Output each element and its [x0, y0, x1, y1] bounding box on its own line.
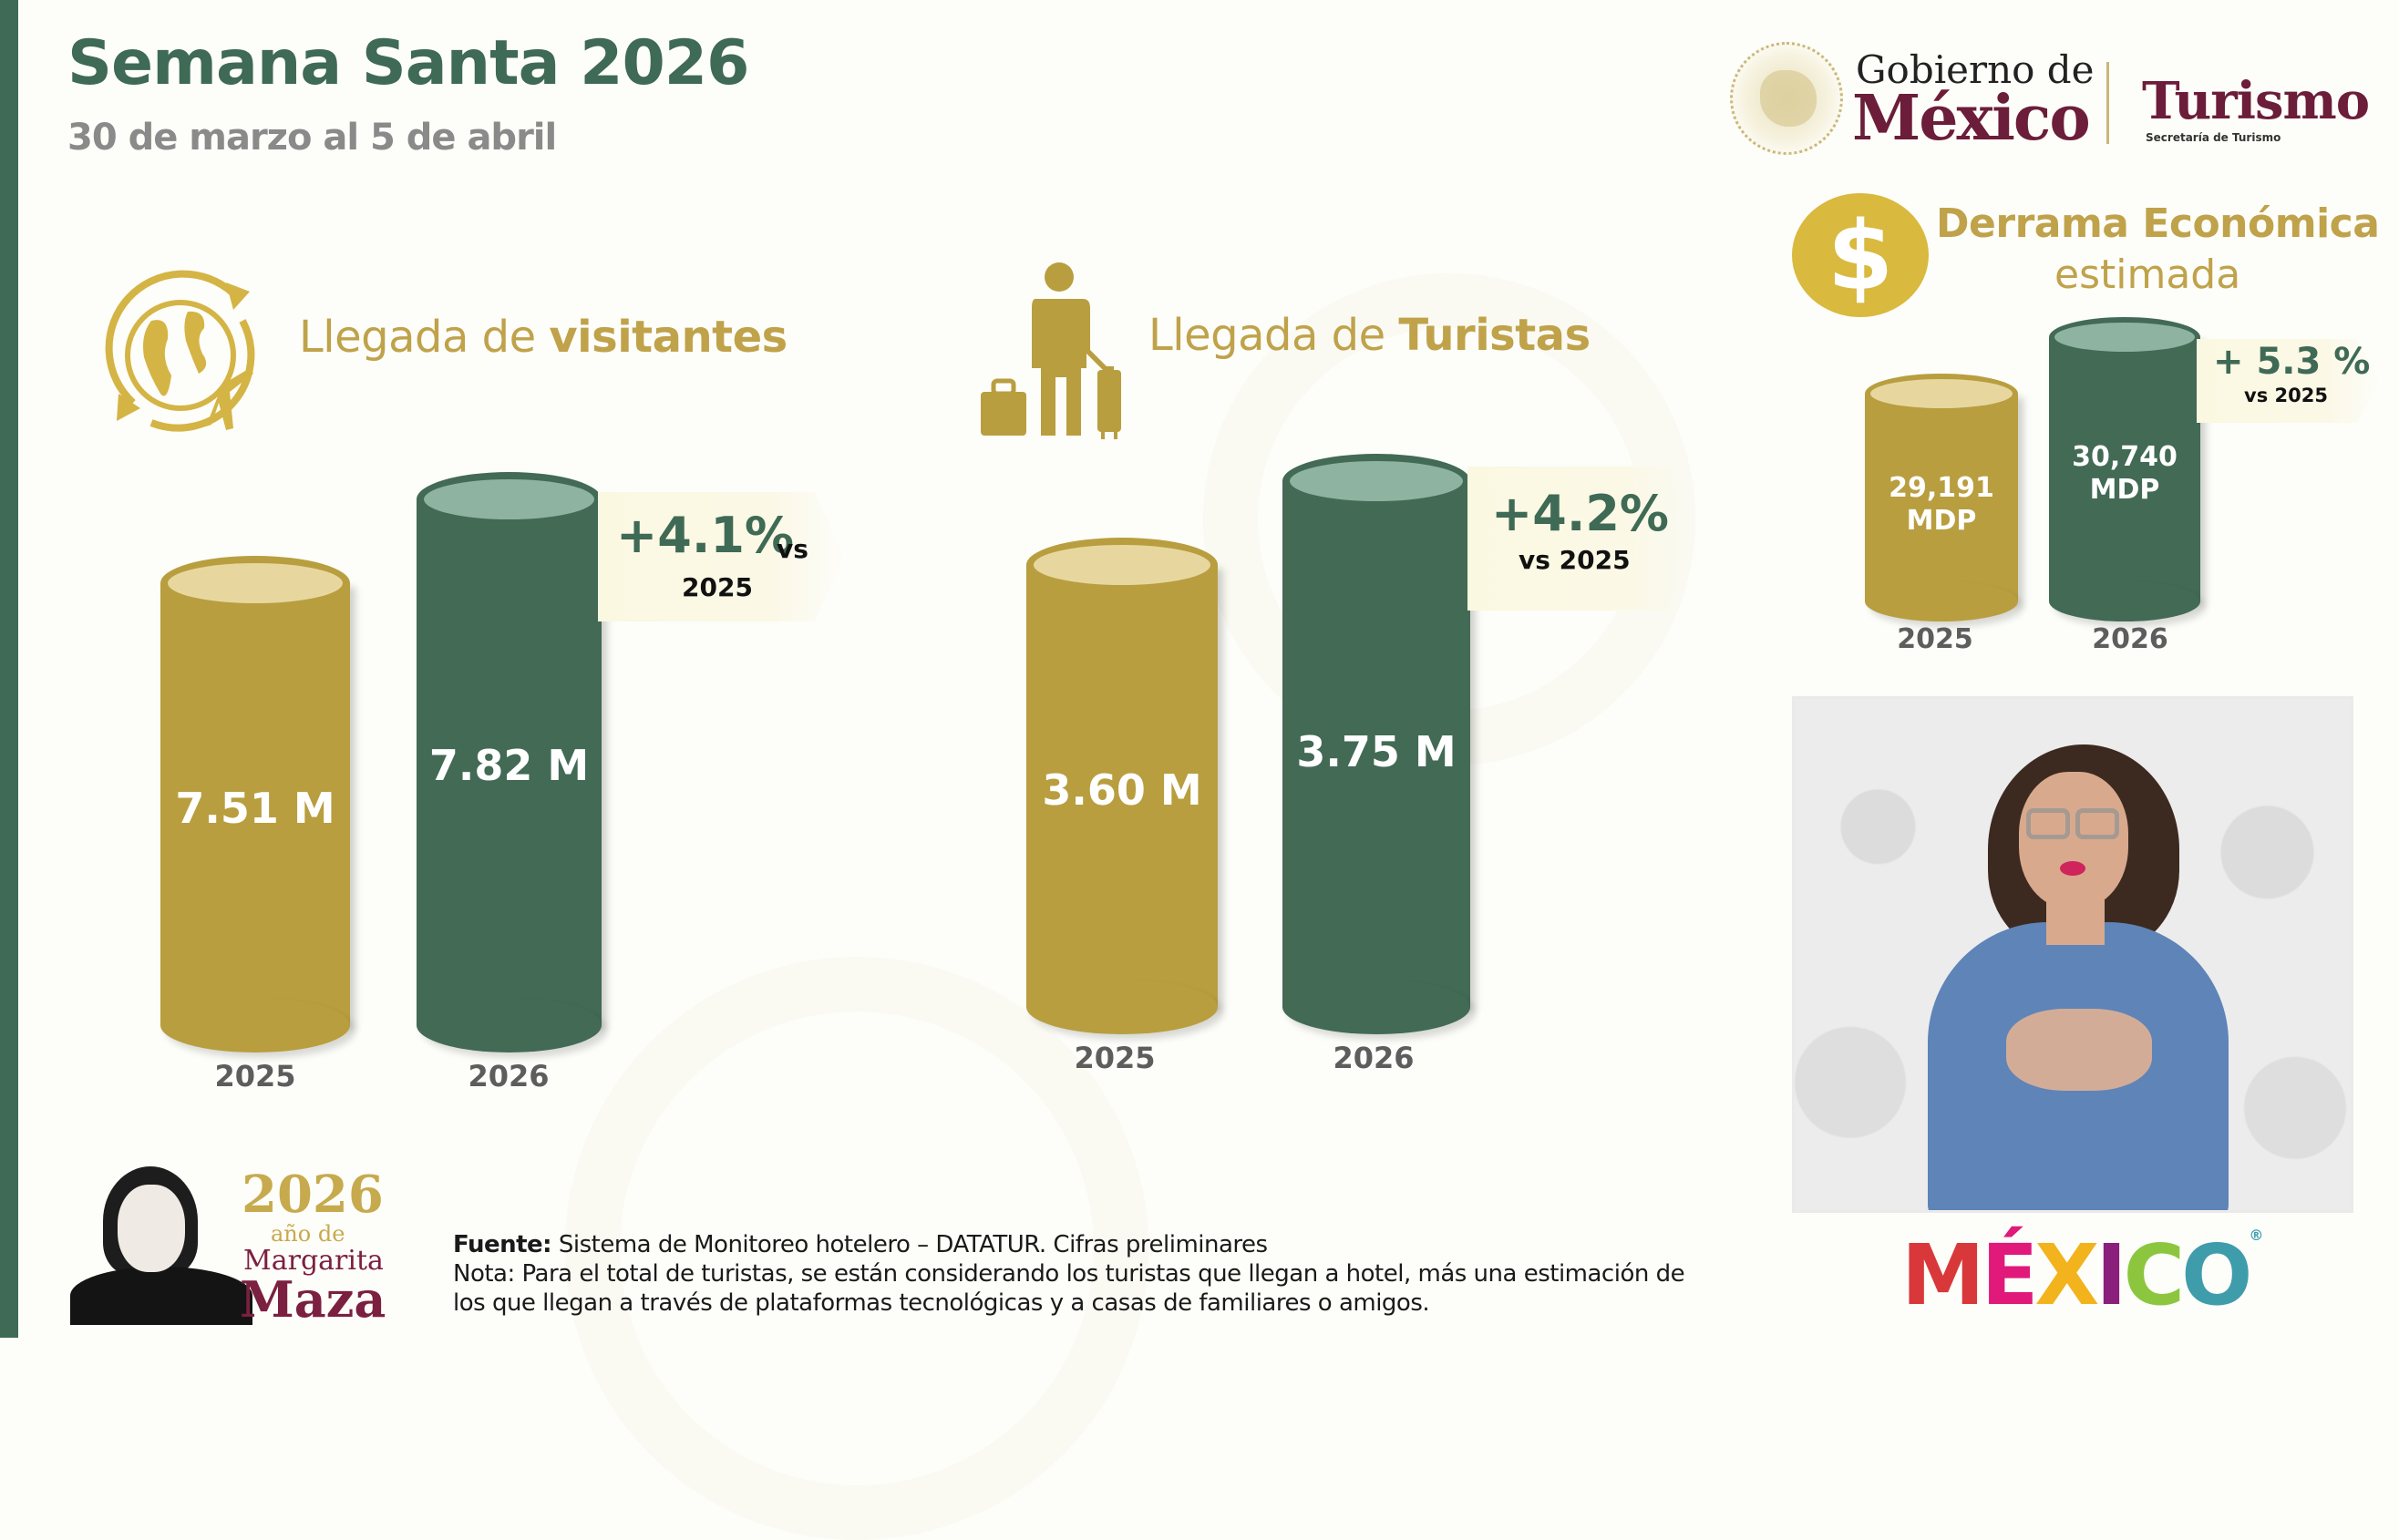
section-subtitle-derrama: estimada	[2054, 252, 2241, 298]
bar-value-unit: MDP	[1906, 505, 1977, 537]
dollar-coin-icon: $	[1792, 193, 1929, 317]
bar-value-amount: 30,740	[2072, 441, 2178, 473]
bar-turistas-2025: 3.60 M	[1026, 538, 1218, 1034]
change-pct: + 5.3 %	[2213, 341, 2371, 383]
x-label-2026: 2026	[468, 1059, 550, 1093]
gov-logo-line2: México	[1852, 82, 2091, 155]
change-vs: vs	[777, 534, 808, 564]
change-vs: vs 2025	[2244, 385, 2328, 406]
change-badge-derrama: + 5.3 % vs 2025	[2197, 339, 2379, 423]
x-label-2025: 2025	[1074, 1041, 1156, 1075]
change-vs-year: 2025	[682, 572, 753, 602]
national-seal-icon	[1730, 42, 1843, 155]
bar-value-unit: MDP	[2089, 474, 2160, 506]
globe-airplane-icon	[97, 266, 272, 441]
section-title-turistas: Llegada de Turistas	[1148, 310, 1591, 361]
bar-value: 7.51 M	[175, 784, 335, 833]
traveler-luggage-icon	[979, 259, 1134, 441]
mexico-brand-logo: MÉXICO®	[1901, 1227, 2263, 1324]
change-pct: +4.1%	[616, 507, 795, 564]
page-subtitle: 30 de marzo al 5 de abril	[67, 117, 557, 159]
source-line: Fuente: Sistema de Monitoreo hotelero – …	[453, 1231, 1268, 1258]
change-vs: vs 2025	[1519, 545, 1631, 575]
bar-visitantes-2026: 7.82 M	[417, 472, 602, 1052]
x-label-2025: 2025	[1897, 623, 1973, 655]
x-label-2025: 2025	[214, 1059, 296, 1093]
x-label-2026: 2026	[2092, 623, 2168, 655]
dependency-subtitle: Secretaría de Turismo	[2146, 131, 2281, 144]
change-badge-visitantes: +4.1% vs 2025	[598, 492, 844, 621]
bar-derrama-2026: 30,740 MDP	[2049, 317, 2200, 621]
bar-derrama-2025: 29,191 MDP	[1865, 374, 2018, 621]
change-badge-turistas: +4.2% vs 2025	[1467, 467, 1695, 611]
bar-value: 3.60 M	[1042, 765, 1202, 815]
bar-visitantes-2025: 7.51 M	[160, 556, 350, 1052]
logo-divider	[2106, 62, 2109, 144]
bar-value-amount: 29,191	[1889, 472, 1994, 504]
section-title-derrama: Derrama Económica	[1936, 200, 2380, 247]
section-title-visitantes: Llegada de visitantes	[299, 312, 788, 363]
footnote: Fuente: Sistema de Monitoreo hotelero – …	[453, 1230, 1711, 1318]
dependency-name: Turismo	[2142, 71, 2370, 131]
note-text: Nota: Para el total de turistas, se está…	[453, 1260, 1685, 1317]
change-pct: +4.2%	[1491, 485, 1670, 542]
gobierno-turismo-logo: Gobierno de México Turismo Secretaría de…	[1730, 36, 2370, 164]
sign-language-interpreter-video	[1792, 696, 2353, 1213]
gov-logo-line1: Gobierno de	[1856, 47, 2095, 92]
left-accent-bar	[0, 0, 18, 1338]
x-label-2026: 2026	[1333, 1041, 1415, 1075]
bar-turistas-2026: 3.75 M	[1282, 454, 1470, 1034]
margarita-maza-logo: 2026 año de Margarita Maza	[61, 1165, 389, 1329]
bar-value: 3.75 M	[1296, 727, 1457, 776]
bar-value: 7.82 M	[428, 741, 590, 790]
page-title: Semana Santa 2026	[67, 27, 749, 99]
